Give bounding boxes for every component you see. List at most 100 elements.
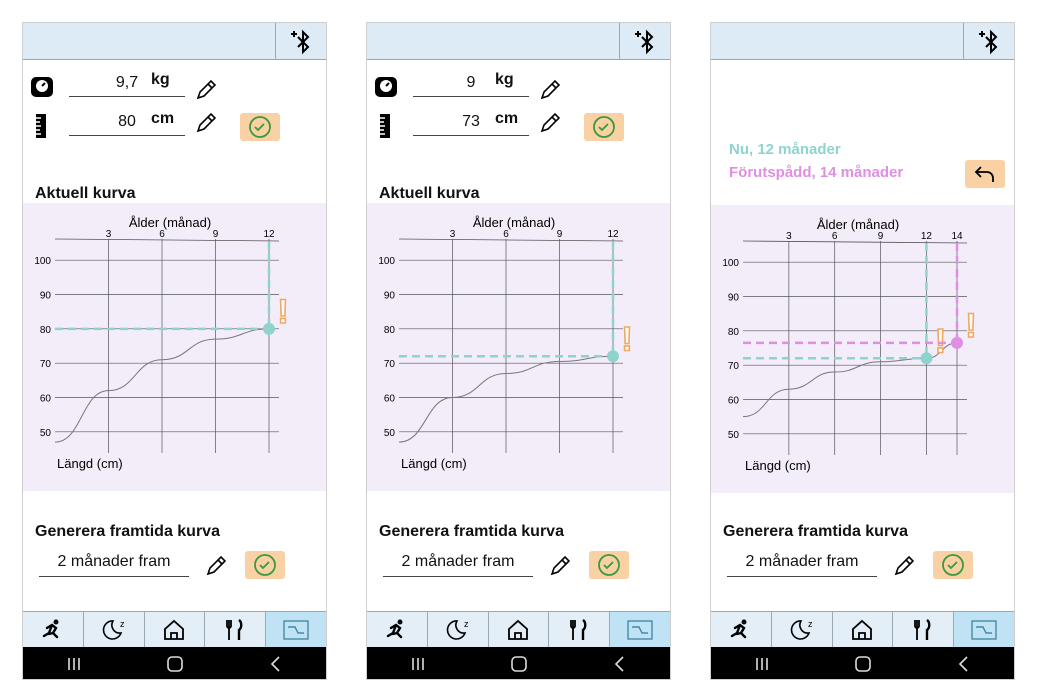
growth-chart-icon [971,619,997,640]
y-tick-label: 70 [728,361,740,372]
nav-sleep[interactable]: z [428,612,489,647]
x-tick-label: 14 [951,231,963,242]
home-circle-icon[interactable] [509,656,529,672]
x-tick-label: 3 [450,229,456,240]
pencil-icon[interactable] [195,79,217,101]
check-circle-icon [593,116,615,138]
height-field[interactable]: 80 [69,110,185,136]
x-axis-line [398,238,624,242]
future-months-field[interactable]: 2 månader fram [727,553,877,577]
warning-exclamation: ! [277,293,288,331]
height-field[interactable]: 73 [413,110,529,136]
ruler-icon [380,114,390,138]
y-tick-label: 100 [378,256,395,267]
nav-growth[interactable] [266,612,326,647]
x-axis-line [54,238,280,242]
nav-growth[interactable] [954,612,1014,647]
pencil-icon[interactable] [539,79,561,101]
x-axis-line [742,240,968,244]
growth-curve [54,328,270,443]
weight-field[interactable]: 9 [413,71,529,97]
back-icon[interactable] [610,656,630,672]
growth-chart: Ålder (månad) Längd (cm) 100 90 80 70 60 50 3 6 9 1… [23,203,326,491]
undo-button[interactable] [965,160,1005,188]
top-bar [711,23,1014,60]
nav-sleep[interactable]: z [772,612,833,647]
bottom-nav: z [23,611,326,647]
y-tick-label: 50 [728,430,740,441]
home-circle-icon[interactable] [165,656,185,672]
bluetooth-button[interactable] [963,23,1014,60]
nav-home[interactable] [145,612,206,647]
weight-field[interactable]: 9,7 [69,71,185,97]
bluetooth-button[interactable] [275,23,326,60]
y-tick-label: 100 [34,256,51,267]
back-icon[interactable] [954,656,974,672]
x-tick-label: 12 [607,229,619,240]
phone-screen-2: 9 kg 73 cm Aktuell kurva Ålder (månad) Lä… [366,22,671,680]
undo-arrow-icon [974,166,994,182]
bluetooth-button[interactable] [619,23,670,60]
confirm-future-button[interactable] [589,551,629,579]
future-row: 2 månader fram [711,543,1014,579]
confirm-future-button[interactable] [933,551,973,579]
pencil-icon[interactable] [893,555,915,577]
future-title: Generera framtida kurva [723,523,908,540]
nav-food[interactable] [549,612,611,647]
nav-home[interactable] [489,612,550,647]
data-point-marker [263,322,275,335]
phone-screen-1: 9,7 kg 80 cm Aktuell kurva Ålder (månad)… [22,22,327,680]
pencil-icon[interactable] [195,112,217,134]
nav-activity[interactable] [23,612,84,647]
height-row: 80 cm [23,110,326,141]
confirm-button[interactable] [584,113,624,141]
svg-text:z: z [464,619,469,629]
future-months-field[interactable]: 2 månader fram [383,553,533,577]
nav-food[interactable] [893,612,955,647]
pencil-icon[interactable] [539,112,561,134]
nav-growth[interactable] [610,612,670,647]
y-tick-label: 100 [722,258,739,269]
ruler-icon [36,114,46,138]
nav-sleep[interactable]: z [84,612,145,647]
y-tick-label: 90 [384,291,396,302]
phone-screen-3: Nu, 12 månader Förutspådd, 14 månader Ål… [710,22,1015,680]
home-icon [164,619,185,640]
back-icon[interactable] [266,656,286,672]
nav-home[interactable] [833,612,894,647]
bottom-nav: z [711,611,1014,647]
y-tick-label: 60 [728,396,740,407]
growth-chart-icon [627,619,653,640]
top-bar [367,23,670,60]
moon-sleep-icon: z [790,619,813,640]
x-axis-label: Ålder (månad) [129,215,211,230]
future-months-field[interactable]: 2 månader fram [39,553,189,577]
x-tick-label: 6 [159,229,165,240]
moon-sleep-icon: z [446,619,469,640]
check-circle-icon [249,116,271,138]
recent-apps-icon[interactable] [752,656,772,672]
fork-knife-icon [570,618,587,640]
data-point-marker [920,352,933,365]
chart-title: Aktuell kurva [379,185,480,202]
recent-apps-icon[interactable] [64,656,84,672]
nav-food[interactable] [205,612,267,647]
weight-row: 9 kg [367,71,670,101]
x-tick-label: 3 [106,229,112,240]
pencil-icon[interactable] [205,555,227,577]
x-tick-label: 3 [786,231,792,242]
confirm-future-button[interactable] [245,551,285,579]
recent-apps-icon[interactable] [408,656,428,672]
nav-activity[interactable] [367,612,428,647]
pencil-icon[interactable] [549,555,571,577]
confirm-button[interactable] [240,113,280,141]
home-circle-icon[interactable] [853,656,873,672]
nav-activity[interactable] [711,612,772,647]
y-tick-label: 70 [40,359,52,370]
growth-chart: Ålder (månad) Längd (cm) 100 90 80 70 60 50 3 6 9 1… [367,203,670,491]
height-value: 73 [462,113,480,130]
fork-knife-icon [226,618,243,640]
running-icon [386,619,403,638]
y-tick-label: 50 [40,428,52,439]
height-unit: cm [495,110,519,127]
